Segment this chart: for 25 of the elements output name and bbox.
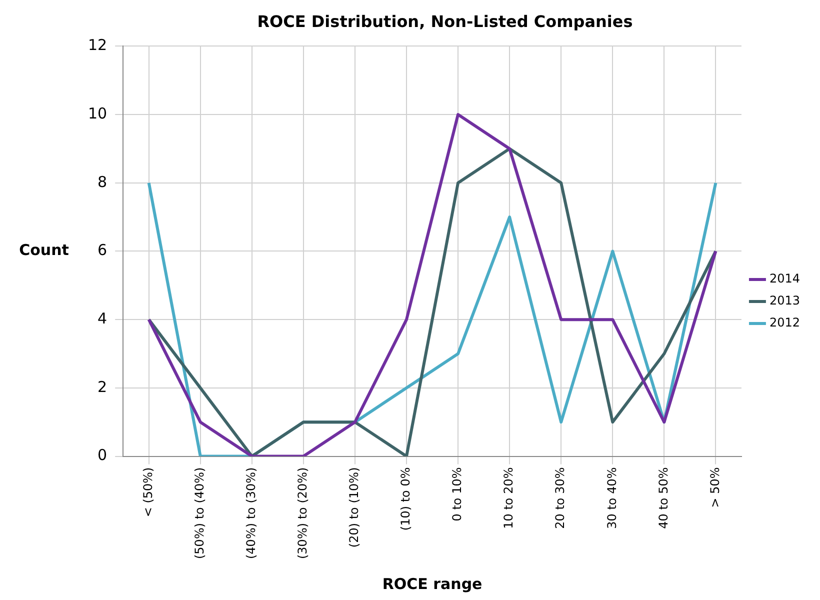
- y-tick-label: 12: [88, 36, 108, 54]
- y-tick-label: 2: [98, 378, 108, 396]
- y-tick-label: 6: [98, 241, 108, 260]
- x-tick-label: 0 to 10%: [450, 467, 464, 522]
- x-axis-title: ROCE range: [382, 574, 482, 593]
- legend-label: 2013: [769, 294, 800, 308]
- x-tick-label: (30%) to (20%): [296, 467, 310, 560]
- x-tick-label: (50%) to (40%): [192, 467, 207, 560]
- x-tick-label: 40 to 50%: [656, 467, 670, 529]
- y-tick-label: 10: [88, 104, 108, 122]
- x-tick-label: (40%) to (30%): [244, 467, 258, 560]
- legend-label: 2014: [769, 272, 800, 286]
- x-tick-label: < (50%): [140, 467, 155, 518]
- x-tick-label: > 50%: [708, 467, 722, 508]
- y-tick-label: 4: [98, 309, 108, 328]
- x-tick-label: 10 to 20%: [502, 467, 516, 529]
- y-axis-title: Count: [19, 241, 69, 260]
- x-tick-label: 30 to 40%: [604, 467, 619, 529]
- x-tick-label: (10) to 0%: [398, 467, 413, 531]
- y-tick-label: 0: [98, 446, 108, 464]
- x-tick-label: 20 to 30%: [553, 467, 568, 529]
- chart-title: ROCE Distribution, Non-Listed Companies: [257, 12, 633, 31]
- legend-label: 2012: [769, 316, 800, 330]
- x-tick-label: (20) to (10%): [347, 467, 362, 548]
- y-tick-label: 8: [98, 172, 108, 191]
